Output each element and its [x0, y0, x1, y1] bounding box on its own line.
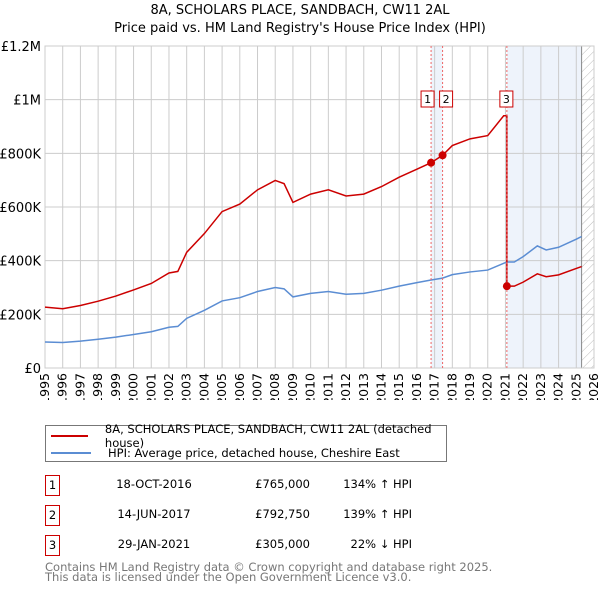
x-tick-label: 2014 — [373, 373, 388, 400]
y-tick-label: £1M — [13, 94, 41, 109]
sale-point — [427, 158, 436, 167]
legend-label: 8A, SCHOLARS PLACE, SANDBACH, CW11 2AL (… — [104, 422, 432, 450]
legend-item-property: 8A, SCHOLARS PLACE, SANDBACH, CW11 2AL (… — [46, 422, 446, 450]
chart-title: 8A, SCHOLARS PLACE, SANDBACH, CW11 2AL — [150, 3, 450, 18]
hpi-line — [44, 235, 582, 344]
x-tick-label: 1997 — [72, 373, 87, 400]
transaction-price: £792,750 — [255, 507, 310, 521]
x-tick-label: 2024 — [551, 373, 566, 400]
legend-label: HPI: Average price, detached house, Ches… — [108, 446, 400, 460]
sale-label: 1 — [424, 93, 431, 106]
x-tick-label: 2021 — [497, 373, 512, 400]
x-tick-label: 2012 — [338, 373, 353, 400]
y-tick-label: £400K — [0, 255, 41, 270]
x-tick-label: 2020 — [480, 373, 495, 400]
x-tick-label: 2011 — [320, 373, 335, 400]
transaction-number: 2 — [45, 505, 60, 526]
x-tick-label: 2022 — [515, 373, 530, 400]
x-tick-label: 2019 — [462, 373, 477, 400]
y-tick-label: £600K — [0, 201, 41, 216]
y-tick-label: £800K — [0, 147, 41, 162]
sale-label: 2 — [443, 93, 450, 106]
legend: 8A, SCHOLARS PLACE, SANDBACH, CW11 2AL (… — [45, 422, 447, 462]
transaction-hpi: 22% ↓ HPI — [350, 537, 412, 551]
transaction-date: 29-JAN-2021 — [117, 537, 191, 551]
transaction-price: £305,000 — [255, 537, 310, 551]
property-price-line — [44, 115, 582, 310]
x-tick-label: 2010 — [303, 373, 318, 400]
plot-border — [44, 45, 595, 369]
sale-point — [502, 282, 511, 291]
x-tick-label: 2005 — [214, 373, 229, 400]
x-tick-label: 2015 — [391, 373, 406, 400]
x-tick-label: 2023 — [533, 373, 548, 400]
y-tick-label: £1.2M — [1, 40, 41, 55]
x-tick-label: 2008 — [267, 373, 282, 400]
legend-item-hpi: HPI: Average price, detached house, Ches… — [46, 445, 400, 461]
sale-label-box — [499, 90, 514, 108]
y-tick-label: £0 — [24, 362, 41, 377]
transaction-number: 3 — [45, 535, 60, 556]
x-tick-label: 2001 — [143, 373, 158, 400]
footer-licence: This data is licensed under the Open Gov… — [45, 570, 412, 584]
x-tick-label: 2002 — [161, 373, 176, 400]
x-tick-label: 2013 — [356, 373, 371, 400]
x-tick-label: 1999 — [108, 373, 123, 400]
transaction-hpi: 134% ↑ HPI — [343, 477, 412, 491]
x-tick-label: 2026 — [586, 373, 600, 400]
transaction-date: 18-OCT-2016 — [116, 477, 192, 491]
transaction-number: 1 — [45, 475, 60, 496]
x-tick-label: 2025 — [568, 373, 583, 400]
x-tick-label: 2017 — [427, 373, 442, 400]
x-tick-label: 1995 — [37, 373, 52, 400]
transaction-hpi: 139% ↑ HPI — [343, 507, 412, 521]
x-tick-label: 2018 — [444, 373, 459, 400]
footer-copyright: Contains HM Land Registry data © Crown c… — [45, 560, 493, 574]
legend-swatch-property — [51, 435, 88, 437]
x-tick-label: 2007 — [250, 373, 265, 400]
x-tick-label: 2004 — [196, 373, 211, 400]
x-tick-label: 2016 — [409, 373, 424, 400]
x-tick-label: 1998 — [90, 373, 105, 400]
transaction-row: 1 18-OCT-2016 £765,000 134% ↑ HPI — [45, 475, 465, 496]
x-tick-label: 2000 — [126, 373, 141, 400]
sale-label: 3 — [503, 93, 510, 106]
transaction-row: 3 29-JAN-2021 £305,000 22% ↓ HPI — [45, 535, 465, 556]
x-tick-label: 2003 — [179, 373, 194, 400]
transaction-date: 14-JUN-2017 — [117, 507, 191, 521]
sale-label-box — [420, 90, 435, 108]
x-tick-label: 2006 — [232, 373, 247, 400]
transaction-row: 2 14-JUN-2017 £792,750 139% ↑ HPI — [45, 505, 465, 526]
legend-swatch-hpi — [51, 452, 91, 454]
x-tick-label: 2009 — [285, 373, 300, 400]
y-tick-label: £200K — [0, 308, 41, 323]
sale-label-box — [439, 90, 454, 108]
transaction-price: £765,000 — [255, 477, 310, 491]
sale-point — [438, 151, 447, 160]
chart-subtitle: Price paid vs. HM Land Registry's House … — [114, 21, 486, 36]
x-tick-label: 1996 — [55, 373, 70, 400]
